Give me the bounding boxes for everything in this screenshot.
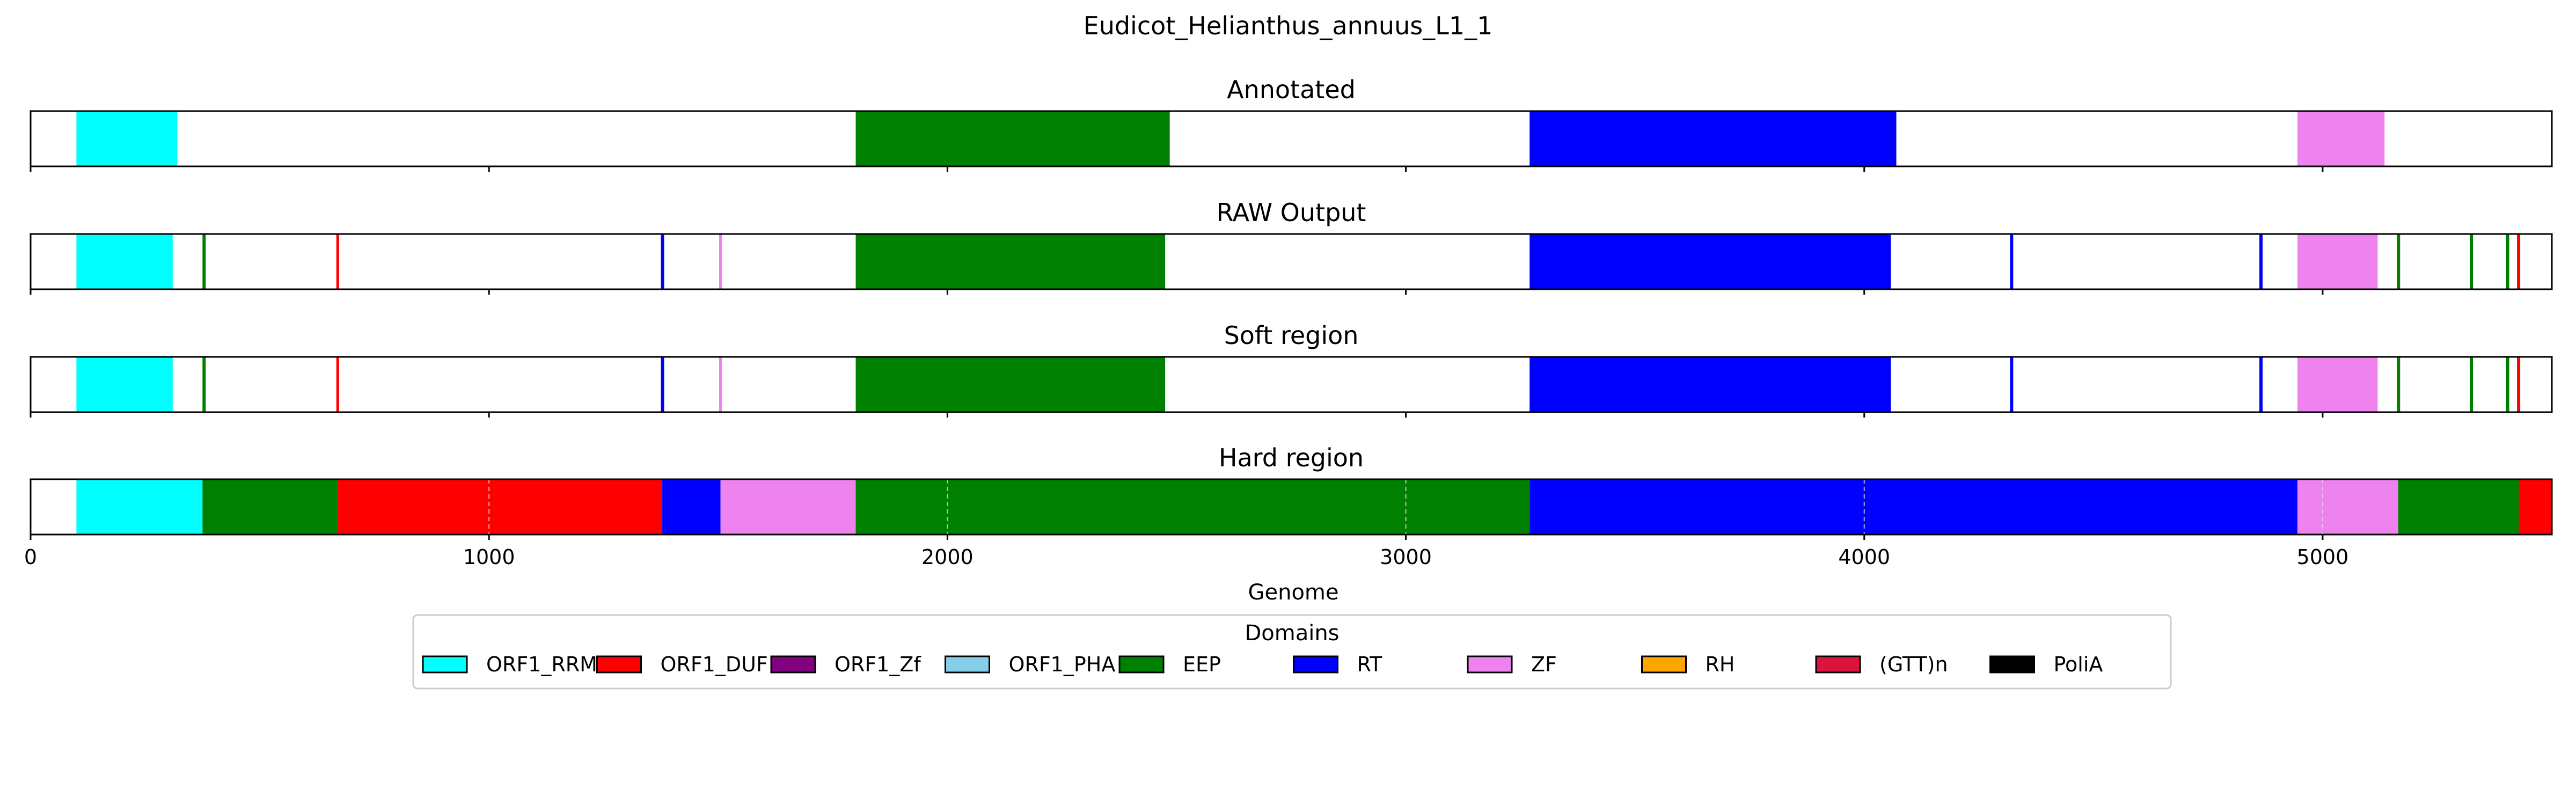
segment-orf1-duf — [336, 234, 339, 289]
segment-rt — [1529, 111, 1897, 166]
segment-rt — [661, 234, 664, 289]
segment-eep — [855, 111, 1170, 166]
panel-hard-region: Hard region — [30, 443, 2553, 540]
segment-eep — [202, 357, 206, 412]
legend-swatch-gtt-n — [1815, 655, 1861, 674]
legend-label: PoliA — [2054, 653, 2103, 676]
segment-rt — [1529, 479, 2297, 535]
panel-title: Hard region — [1219, 443, 1364, 472]
segment-rt — [662, 479, 721, 535]
segment-zf — [2297, 479, 2398, 535]
panel-background — [31, 111, 2552, 166]
segment-rt — [661, 357, 664, 412]
segment-zf — [720, 479, 856, 535]
x-tick-label: 3000 — [1380, 545, 1432, 569]
segment-eep — [855, 357, 1166, 412]
panel-raw-output: RAW Output — [30, 198, 2553, 295]
x-tick-label: 5000 — [2297, 545, 2349, 569]
segment-orf1-duf — [2517, 357, 2521, 412]
legend-title: Domains — [1245, 621, 1339, 646]
panel-frame — [30, 478, 2553, 536]
segment-zf — [2297, 234, 2378, 289]
legend: Domains ORF1_RRM ORF1_DUF ORF1_Zf ORF1_PHA EE… — [412, 614, 2172, 690]
legend-label: RT — [1357, 653, 1383, 676]
panel-annotated: Annotated — [30, 75, 2553, 172]
x-tick-label: 2000 — [921, 545, 974, 569]
x-tick-label: 0 — [24, 545, 37, 569]
segment-eep — [202, 479, 338, 535]
segment-eep — [2506, 234, 2509, 289]
panel-background — [31, 357, 2552, 412]
legend-label: ORF1_Zf — [835, 653, 921, 676]
segment-orf1-rrm — [76, 234, 173, 289]
segment-zf — [719, 357, 722, 412]
segment-rt — [2010, 357, 2014, 412]
legend-label: EEP — [1183, 653, 1221, 676]
legend-frame — [412, 614, 2172, 690]
legend-swatch-polia — [1989, 655, 2035, 674]
segment-eep — [855, 234, 1166, 289]
legend-label: RH — [1706, 653, 1735, 676]
x-tick-label: 4000 — [1838, 545, 1890, 569]
segment-orf1-rrm — [76, 111, 178, 166]
segment-orf1-duf — [336, 357, 339, 412]
panel-frame — [30, 356, 2553, 413]
segment-orf1-duf — [2519, 479, 2552, 535]
segment-orf1-rrm — [76, 479, 203, 535]
legend-swatch-eep — [1118, 655, 1165, 674]
x-axis: 0 1000 2000 3000 4000 5000 — [24, 545, 2348, 569]
panel-soft-region: Soft region — [30, 321, 2553, 418]
segment-rt — [2259, 234, 2263, 289]
segment-eep — [2397, 357, 2401, 412]
legend-swatch-orf1-duf — [596, 655, 642, 674]
segment-eep — [2470, 357, 2473, 412]
segment-zf — [719, 234, 722, 289]
legend-swatch-orf1-pha — [945, 655, 990, 674]
legend-label: ORF1_DUF — [661, 653, 768, 676]
legend-label: ZF — [1531, 653, 1557, 676]
x-tick-label: 1000 — [463, 545, 515, 569]
panel-title: Soft region — [1224, 321, 1359, 350]
segment-eep — [2506, 357, 2509, 412]
segment-rt — [2010, 234, 2014, 289]
segment-zf — [2297, 357, 2378, 412]
legend-label: ORF1_PHA — [1009, 653, 1116, 676]
legend-swatch-orf1-zf — [770, 655, 816, 674]
legend-swatch-rh — [1641, 655, 1687, 674]
segment-eep — [2398, 479, 2519, 535]
x-axis-label: Genome — [1248, 580, 1338, 605]
segment-eep — [2470, 234, 2473, 289]
panel-title: Annotated — [1227, 75, 1356, 104]
segment-eep — [202, 234, 206, 289]
segment-eep — [855, 479, 1530, 535]
panel-background — [31, 234, 2552, 289]
segment-rt — [1529, 357, 1891, 412]
segment-eep — [2397, 234, 2401, 289]
panel-frame — [30, 233, 2553, 290]
panels: Annotated RAW Output Soft region Hard regio… — [30, 75, 2553, 540]
legend-swatch-rt — [1293, 655, 1338, 674]
segment-orf1-duf — [338, 479, 663, 535]
segment-rt — [2259, 357, 2263, 412]
figure-title: Eudicot_Helianthus_annuus_L1_1 — [1084, 11, 1493, 40]
segment-zf — [2297, 111, 2385, 166]
panel-frame — [30, 110, 2553, 167]
segment-rt — [1529, 234, 1891, 289]
legend-swatch-zf — [1467, 655, 1513, 674]
segment-orf1-rrm — [76, 357, 173, 412]
segment-orf1-duf — [2517, 234, 2521, 289]
legend-label: (GTT)n — [1879, 653, 1948, 676]
legend-swatch-orf1-rrm — [422, 655, 468, 674]
panel-title: RAW Output — [1217, 198, 1366, 227]
legend-label: ORF1_RRM — [486, 653, 597, 676]
